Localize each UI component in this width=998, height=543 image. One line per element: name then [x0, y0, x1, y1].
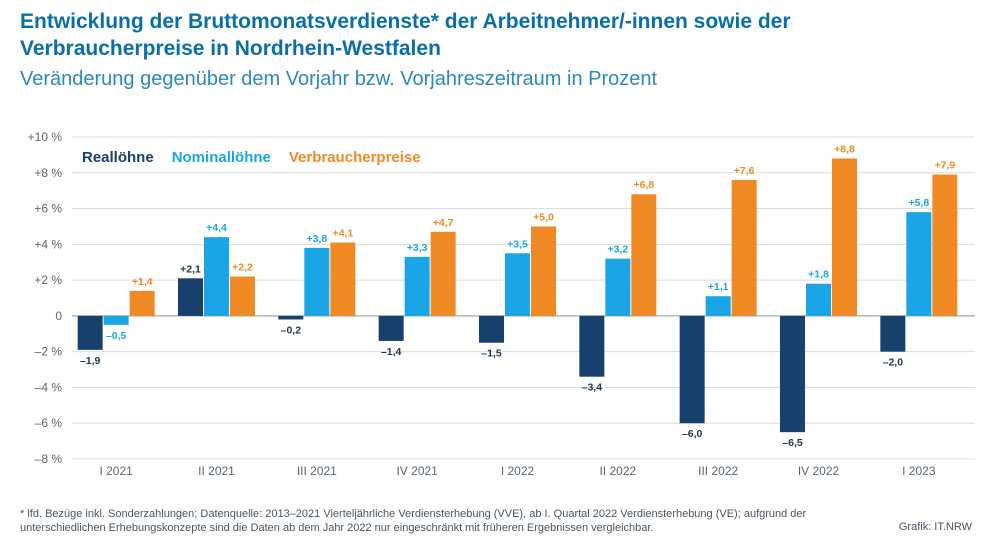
data-label: +3,3	[407, 242, 428, 254]
data-label: –1,4	[381, 346, 402, 358]
bar	[430, 231, 456, 316]
y-axis-ticks: +10 % +8 % +6 % +4 % +2 % 0 –2 % –4 % –6 % –8 %	[28, 130, 63, 466]
data-labels: –1,9 –0,5 +1,4 +2,1 +4,4 +2,2 –0,2 +3,8 +4,1 –1,4…	[80, 143, 955, 449]
bar	[832, 158, 857, 316]
x-tick-label: III 2022	[698, 464, 738, 478]
bar	[129, 290, 155, 316]
legend-item: Nominallöhne	[172, 149, 271, 166]
x-tick-label: I 2023	[902, 464, 936, 478]
data-label: +1,4	[132, 276, 153, 288]
data-label: +7,9	[934, 160, 955, 172]
data-label: +2,1	[180, 263, 201, 275]
legend: Reallöhne Nominallöhne Verbraucherpreise	[82, 149, 421, 166]
bar	[579, 315, 605, 377]
legend-item: Verbraucherpreise	[289, 149, 421, 166]
x-axis-ticks: I 2021 II 2021 III 2021 IV 2021 I 2022 II 202…	[99, 464, 935, 478]
bar	[230, 276, 255, 316]
x-tick-label: I 2021	[99, 464, 133, 478]
bar	[705, 296, 731, 316]
bar	[304, 247, 330, 316]
x-tick-label: II 2022	[599, 464, 636, 478]
bar	[178, 278, 203, 316]
data-label: +4,4	[206, 222, 227, 234]
data-label: +1,8	[808, 269, 829, 281]
data-label: –1,5	[481, 348, 502, 360]
bar	[605, 258, 631, 316]
data-label: –2,0	[883, 357, 904, 369]
data-label: +4,7	[433, 217, 454, 229]
footnote: * lfd. Bezüge inkl. Sonderzahlungen; Dat…	[20, 508, 807, 534]
y-tick-label: +2 %	[34, 273, 62, 287]
bar	[731, 179, 757, 316]
data-label: +4,1	[332, 228, 353, 240]
bar	[880, 315, 906, 352]
source-credit: Grafik: IT.NRW	[898, 521, 972, 533]
bar	[77, 315, 103, 350]
bar	[204, 237, 229, 316]
data-label: +1,1	[708, 281, 729, 293]
y-tick-label: +4 %	[34, 237, 62, 251]
bar	[780, 315, 805, 433]
bar	[932, 174, 958, 316]
y-tick-label: –8 %	[35, 452, 63, 466]
data-label: –1,9	[80, 355, 101, 367]
x-tick-label: IV 2021	[396, 464, 438, 478]
bar	[906, 212, 932, 316]
data-label: +3,2	[607, 244, 628, 256]
data-label: –6,0	[682, 428, 703, 440]
data-label: +3,8	[306, 233, 327, 245]
y-tick-label: –4 %	[35, 380, 63, 394]
y-tick-label: –6 %	[35, 416, 63, 430]
data-label: +5,0	[533, 211, 554, 223]
bar	[479, 315, 504, 343]
data-label: –3,4	[582, 382, 603, 394]
bar	[278, 315, 304, 320]
y-tick-label: +6 %	[34, 202, 62, 216]
y-tick-label: –2 %	[35, 345, 63, 359]
x-tick-label: I 2022	[501, 464, 535, 478]
data-label: +5,8	[908, 197, 929, 209]
bar	[103, 315, 129, 325]
data-label: –0,5	[106, 330, 127, 342]
data-label: +3,5	[507, 238, 528, 250]
data-label: +2,2	[232, 262, 253, 274]
data-label: +6,8	[633, 179, 654, 191]
bar	[378, 315, 404, 341]
bar	[531, 226, 556, 316]
bar	[679, 315, 705, 424]
x-tick-label: IV 2022	[798, 464, 840, 478]
bar	[505, 253, 530, 316]
y-tick-label: 0	[55, 309, 62, 323]
x-tick-label: III 2021	[297, 464, 337, 478]
x-tick-label: II 2021	[198, 464, 235, 478]
chart-subtitle: Veränderung gegenüber dem Vorjahr bzw. V…	[20, 68, 658, 90]
bar	[806, 283, 831, 316]
y-tick-label: +8 %	[34, 166, 62, 180]
legend-item: Reallöhne	[82, 149, 154, 166]
bar	[404, 256, 430, 316]
data-label: –6,5	[782, 437, 803, 449]
bars	[77, 158, 958, 433]
chart-title: Entwicklung der Bruttomonatsverdienste* …	[20, 10, 791, 60]
bar	[631, 194, 657, 316]
y-tick-label: +10 %	[28, 130, 63, 144]
bar	[330, 242, 356, 316]
data-label: +7,6	[734, 165, 755, 177]
data-label: +8,8	[834, 143, 855, 155]
data-label: –0,2	[281, 324, 302, 336]
